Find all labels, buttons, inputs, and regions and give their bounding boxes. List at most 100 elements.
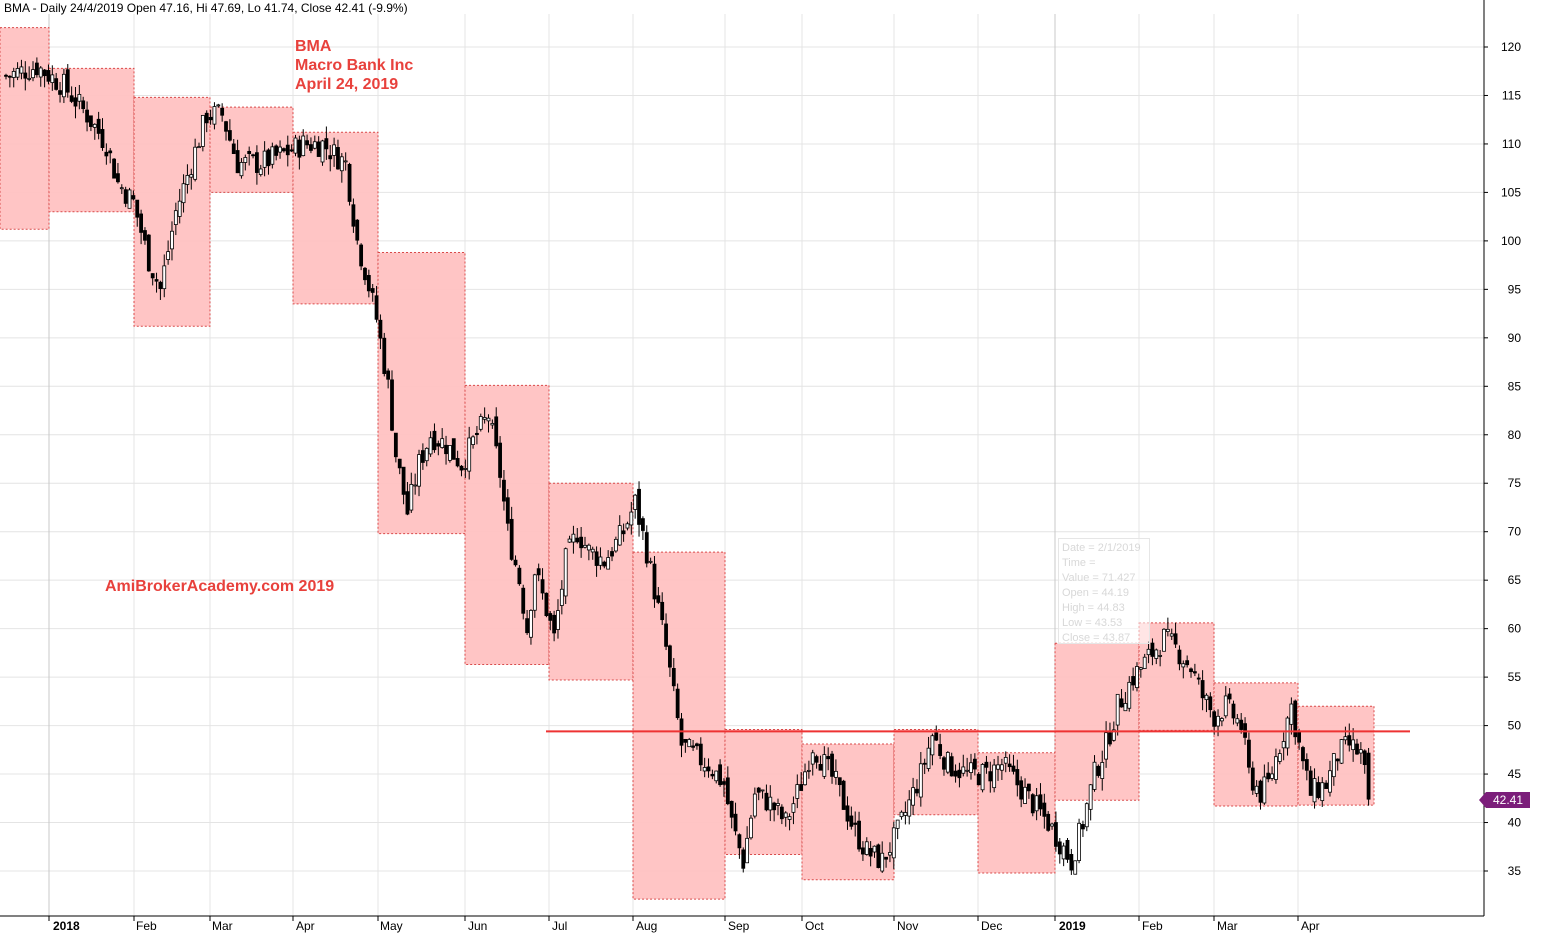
candle-body [154,279,159,282]
y-tick-label: 60 [1508,622,1522,636]
candle-body [1185,660,1190,666]
candle-body [1146,648,1151,656]
candle-body [1262,776,1267,804]
candle-body [1003,757,1008,764]
candle-body [96,118,101,134]
candle-body [969,762,973,773]
monthly-range-boxes [0,27,1375,900]
candle-body [629,511,634,526]
candle-body [1358,749,1363,754]
y-tick-label: 45 [1508,767,1522,781]
candle-body [1316,782,1321,798]
x-tick-label: Oct [805,919,824,933]
candle-body [575,537,580,543]
candle-body [193,146,198,180]
candle-body [351,204,356,227]
candle-body [405,491,410,515]
candle-body [1239,719,1244,730]
candle-body [845,805,850,822]
candle-body [1081,824,1085,830]
y-tick-label: 75 [1508,476,1522,490]
candle-body [278,146,282,153]
candle-body [170,230,174,250]
candle-body [536,568,541,576]
candle-body [899,811,904,818]
candle-body [54,78,59,90]
candle-body [7,75,12,78]
candle-body [583,544,587,548]
candle-body [625,523,630,529]
candle-body [1277,753,1282,762]
candle-body [656,595,661,603]
candle-body [1038,794,1043,810]
candle-body [1011,765,1016,772]
candle-body [671,668,676,687]
candle-body [189,174,194,178]
candle-body [374,295,379,320]
candle-body [498,442,502,478]
candle-body [652,563,657,600]
candle-body [1173,633,1178,645]
candle-body [112,158,116,179]
candle-body [386,370,391,380]
candle-body [760,789,765,792]
candle-body [482,417,487,420]
candle-body [876,844,881,868]
candle-body [668,645,672,668]
candle-body [432,430,437,451]
candle-body [150,273,155,279]
candle-body [1285,717,1290,749]
candle-body [675,688,680,719]
candle-body [131,195,136,200]
candle-body [328,155,333,160]
candle-body [922,762,927,765]
candle-body [1254,785,1259,794]
x-tick-label: Mar [212,919,233,933]
candle-body [475,432,479,436]
candle-body [1034,795,1039,812]
candle-body [864,841,869,855]
candle-body [1050,823,1054,827]
candle-body [1231,703,1236,719]
candle-body [1046,813,1051,831]
candle-body [857,820,861,850]
candle-body [166,251,171,260]
candle-body [11,71,16,78]
candle-body [254,152,259,173]
candle-body [62,73,66,98]
x-tick-label: Apr [296,919,315,933]
candle-body [648,560,653,563]
candle-body [343,160,348,163]
candle-body [1331,753,1336,778]
candle-body [965,769,970,772]
candle-body [714,770,719,782]
candle-body [1138,667,1143,670]
candle-body [907,799,912,817]
candle-body [92,123,97,128]
candle-body [1023,786,1027,804]
candle-body [586,544,591,551]
monthly-range-box [1054,642,1140,801]
candle-body [787,816,792,820]
candle-body [579,536,584,549]
candle-body [200,114,205,147]
candle-body [822,754,827,777]
candle-body [309,144,313,151]
annotation-company: Macro Bank Inc [295,57,414,74]
candle-body [270,146,275,165]
candle-body [301,135,306,157]
candle-body [420,450,425,463]
candle-body [1328,770,1332,793]
annotation-date: April 24, 2019 [295,76,399,93]
candle-body [143,230,147,241]
candle-body [1343,736,1348,741]
candle-body [1189,668,1193,673]
candle-body [911,787,915,806]
monthly-range-box [48,67,135,213]
candle-body [509,518,514,560]
candle-body [1096,765,1101,776]
candle-body [1204,694,1209,701]
candle-body [490,423,495,426]
candle-body [289,149,294,152]
